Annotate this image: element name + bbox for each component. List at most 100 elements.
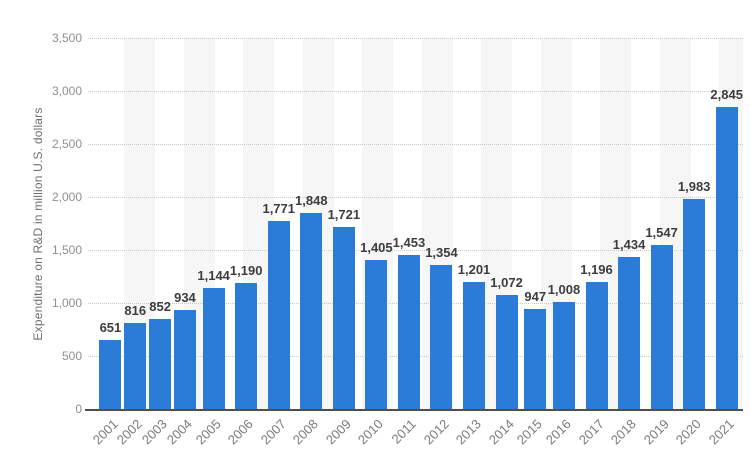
x-axis-tick-label: 2018 <box>607 416 639 448</box>
bar-value-label: 1,434 <box>612 237 646 252</box>
bar-group: 852 2003 <box>139 38 173 447</box>
bar-group: 1,771 2007 <box>258 38 296 447</box>
bar <box>332 226 355 409</box>
bar <box>524 308 547 409</box>
y-axis-tick-label: 0 <box>75 402 82 416</box>
bar-value-label: 1,190 <box>229 262 263 278</box>
x-axis-tick-label: 2001 <box>89 416 121 448</box>
bar-group: 2,845 2021 <box>706 38 743 447</box>
bar-group: 1,008 2016 <box>543 38 581 447</box>
x-axis-tick-label: 2008 <box>290 416 322 448</box>
x-axis-tick-label: 2013 <box>452 416 484 448</box>
bar-value-label: 1,983 <box>677 178 711 194</box>
bar-group: 1,196 2017 <box>575 38 613 447</box>
bar-value-label: 1,008 <box>547 282 581 298</box>
bar-value-label: 651 <box>99 320 122 335</box>
x-axis-tick-label: 2014 <box>485 416 517 448</box>
bar <box>715 107 738 409</box>
y-axis-tick-label: 2,000 <box>51 190 82 204</box>
x-axis-tick-label: 2019 <box>640 416 672 448</box>
bar-group: 1,354 2012 <box>420 38 458 447</box>
x-axis-tick-label: 2017 <box>575 416 607 448</box>
bar <box>618 257 641 409</box>
bar <box>173 310 196 409</box>
bar <box>99 340 122 409</box>
bar-group: 1,983 2020 <box>673 38 711 448</box>
bar-value-label: 1,848 <box>295 193 328 209</box>
bar-group: 1,144 2005 <box>192 38 230 448</box>
bar-group: 1,434 2018 <box>608 38 646 447</box>
bar-value-label: 947 <box>524 288 547 304</box>
x-axis-tick-label: 2004 <box>163 416 195 448</box>
bar-value-label: 934 <box>174 290 196 305</box>
bar-group: 1,405 2010 <box>355 38 393 447</box>
x-axis-tick-label: 2015 <box>514 416 546 448</box>
bar-group: 1,848 2008 <box>290 38 328 447</box>
gridline <box>88 38 743 39</box>
y-axis-tick-label: 1,500 <box>51 243 82 257</box>
bar-group: 1,453 2011 <box>388 38 426 447</box>
bar-value-label: 1,547 <box>645 225 678 241</box>
plot-area: 651 2001 816 2002 852 2003 934 2004 1,144 2005 1,1… <box>85 38 743 448</box>
bar-value-label: 1,144 <box>197 267 230 283</box>
bar-value-label: 1,196 <box>580 262 613 278</box>
bars-container: 651 2001 816 2002 852 2003 934 2004 1,144 2005 1,1… <box>88 38 743 448</box>
x-axis-tick-label: 2006 <box>225 416 257 448</box>
gridline <box>88 250 743 251</box>
bar-value-label: 1,453 <box>392 234 426 250</box>
gridline <box>88 144 743 145</box>
bar <box>683 198 706 409</box>
bar-group: 947 2015 <box>514 38 548 447</box>
bar-value-label: 1,201 <box>457 261 491 277</box>
bar-group: 1,721 2009 <box>323 38 361 448</box>
bar-group: 816 2002 <box>114 38 148 447</box>
x-axis-tick-label: 2016 <box>542 416 574 448</box>
bar <box>585 282 608 409</box>
bar <box>650 245 673 409</box>
bar <box>202 287 225 409</box>
x-axis-tick-label: 2002 <box>114 416 146 448</box>
y-axis-tick-label: 500 <box>61 349 82 363</box>
bar <box>463 281 486 409</box>
bar <box>495 295 518 409</box>
bar <box>235 282 258 409</box>
x-axis-tick-label: 2021 <box>705 416 737 448</box>
x-axis-tick-label: 2005 <box>192 416 224 448</box>
gridline <box>88 91 743 92</box>
x-axis-tick-label: 2011 <box>388 416 419 447</box>
bar-group: 1,072 2014 <box>485 38 523 447</box>
bar-group: 1,190 2006 <box>225 38 263 447</box>
bar-value-label: 1,405 <box>360 240 393 256</box>
bar <box>430 265 453 409</box>
y-axis-tick-label: 3,000 <box>51 84 82 98</box>
bar <box>149 318 172 409</box>
bar-value-label: 1,721 <box>327 206 361 222</box>
x-axis-tick-label: 2003 <box>138 416 171 448</box>
bar-value-label: 1,354 <box>425 245 458 261</box>
bar-value-label: 1,072 <box>490 275 523 291</box>
y-axis-tick-label: 1,000 <box>51 296 82 310</box>
y-axis-tick-labels: 0 500 1,000 1,500 2,000 2,500 3,000 3,500 <box>0 0 82 463</box>
bar <box>365 260 388 409</box>
bar-value-label: 2,845 <box>710 87 743 103</box>
bar-group: 1,201 2013 <box>453 38 491 448</box>
y-axis-tick-label: 3,500 <box>51 31 82 45</box>
x-axis-tick-label: 2007 <box>257 416 289 448</box>
bar-group: 934 2004 <box>164 38 198 447</box>
bar-group: 1,547 2019 <box>640 38 678 447</box>
bar <box>124 322 147 409</box>
x-axis-line <box>85 409 743 411</box>
bar-group: 651 2001 <box>89 38 123 447</box>
gridline <box>88 197 743 198</box>
bar-value-label: 1,771 <box>262 201 296 217</box>
x-axis-tick-label: 2009 <box>322 416 354 448</box>
bar <box>397 254 420 409</box>
bar-value-label: 852 <box>149 298 171 314</box>
bar <box>267 221 290 409</box>
bar <box>300 213 323 409</box>
x-axis-tick-label: 2020 <box>672 416 705 448</box>
y-axis-tick-label: 2,500 <box>51 137 82 151</box>
x-axis-tick-label: 2010 <box>355 416 387 448</box>
bar-value-label: 816 <box>124 302 147 318</box>
